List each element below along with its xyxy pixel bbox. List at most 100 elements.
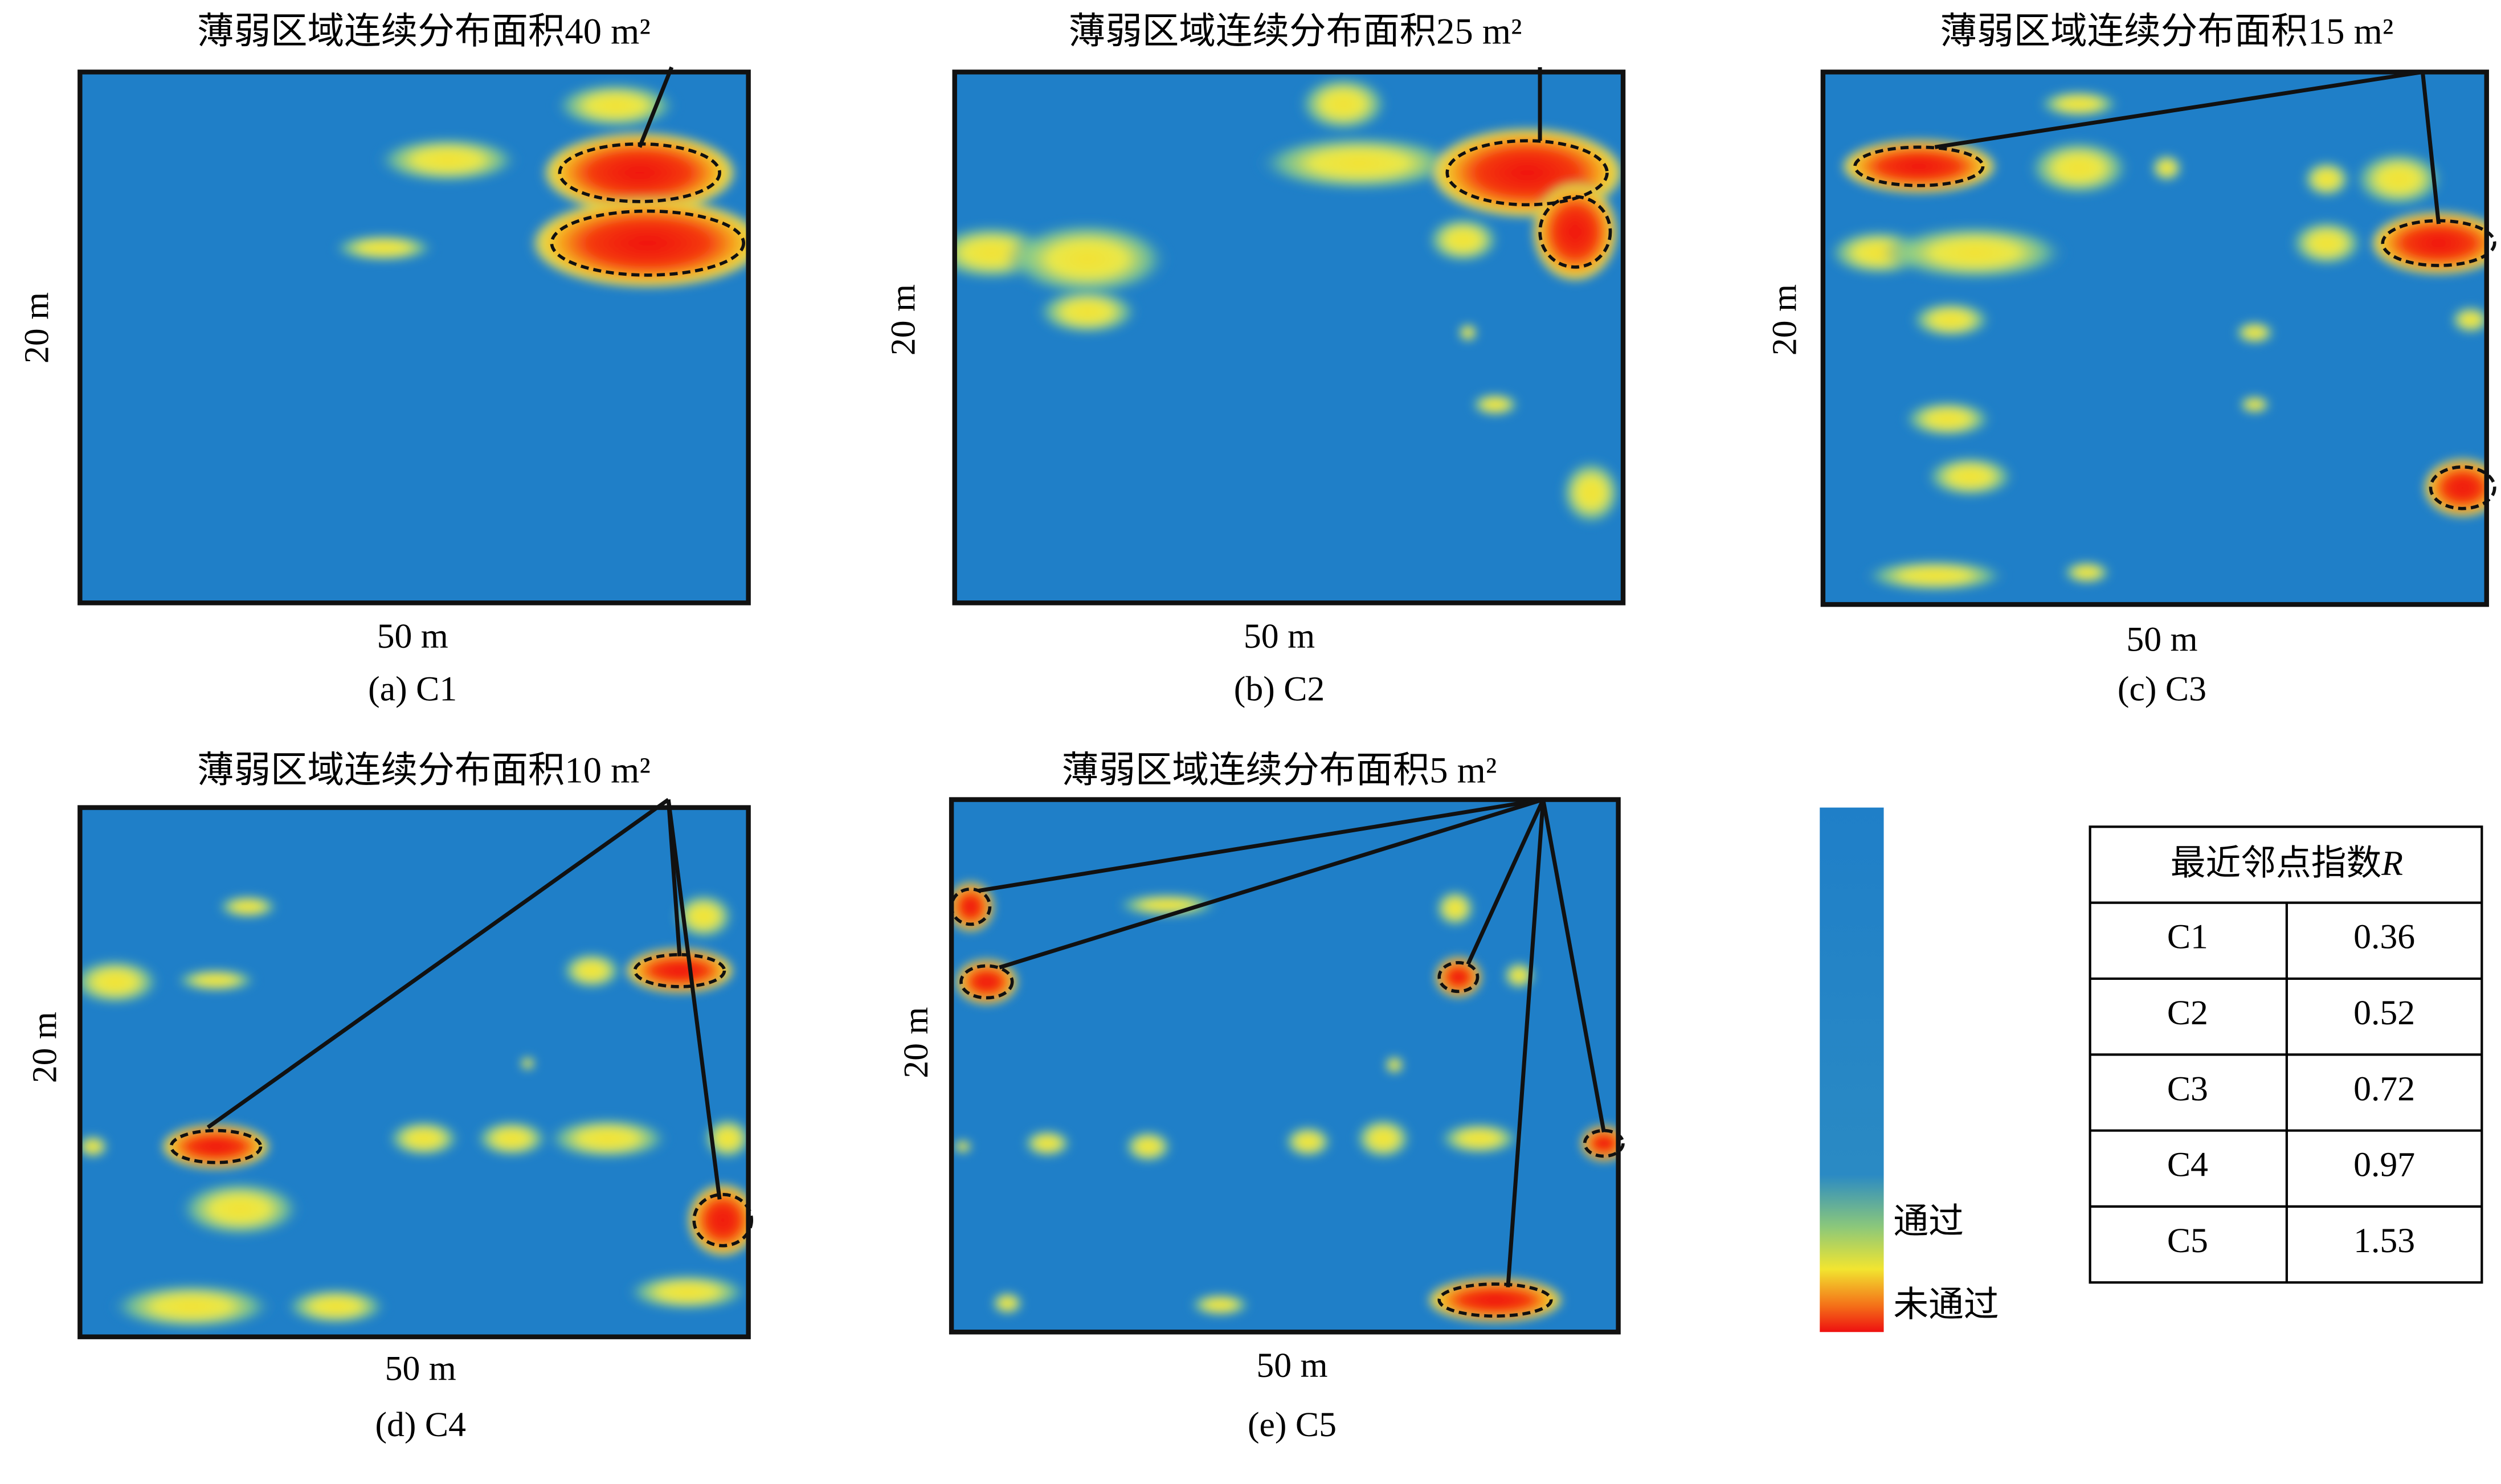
warm-spot — [2302, 160, 2352, 199]
warm-spot — [952, 1139, 974, 1154]
warm-spot — [1297, 75, 1390, 133]
caption: (a) C1 — [368, 670, 457, 709]
heatmap-frame — [1820, 70, 2489, 607]
y-label: 20 m — [25, 1012, 64, 1083]
warm-spot — [2037, 89, 2120, 118]
weak-outline — [1437, 961, 1480, 994]
heatmap-frame — [952, 70, 1626, 606]
warm-spot — [2450, 305, 2487, 334]
panel-title: 薄弱区域连续分布面积5 m² — [1062, 749, 1497, 790]
warm-spot — [1004, 220, 1171, 298]
caption: (e) C5 — [1248, 1405, 1337, 1444]
y-label: 20 m — [884, 284, 923, 355]
leader-line — [1934, 70, 2423, 149]
warm-spot — [545, 1117, 671, 1160]
warm-spot — [560, 951, 623, 990]
warm-spot — [1560, 459, 1623, 526]
weak-outline — [1538, 195, 1612, 269]
warm-spot — [1924, 455, 2016, 498]
x-label: 50 m — [2126, 620, 2197, 659]
warm-spot — [1902, 399, 1994, 439]
legend-fail: 未通过 — [1893, 1285, 1999, 1324]
warm-spot — [284, 1287, 388, 1326]
weak-outline — [1853, 145, 1985, 187]
colorbar — [1820, 807, 1884, 1332]
table-value: 1.53 — [2353, 1221, 2415, 1260]
warm-spot — [80, 1134, 109, 1159]
legend-pass: 通过 — [1893, 1202, 1964, 1241]
leader-line — [1466, 799, 1545, 966]
x-label: 50 m — [385, 1350, 456, 1388]
table — [2089, 825, 2483, 1284]
hotspots — [954, 75, 1624, 526]
warm-spot — [2289, 219, 2364, 267]
panel-title: 薄弱区域连续分布面积40 m² — [197, 11, 651, 52]
warm-spot — [1502, 961, 1536, 990]
caption: (b) C2 — [1234, 670, 1325, 709]
heatmap-panel — [1820, 70, 2496, 607]
heatmap-panel — [949, 797, 1625, 1335]
heatmap-panel — [77, 66, 751, 606]
warm-spot — [1425, 216, 1501, 264]
weak-spot — [160, 1123, 272, 1170]
leader-line — [1541, 799, 1606, 1133]
warm-spot — [1354, 1117, 1413, 1160]
heatmap-panel — [952, 67, 1626, 606]
table-value: 0.36 — [2353, 918, 2415, 956]
leader-line — [206, 798, 670, 1129]
warm-spot — [332, 233, 436, 263]
leader-line — [2420, 72, 2441, 224]
x-label: 50 m — [377, 617, 448, 656]
warm-spot — [216, 894, 279, 919]
heatmap-frame — [77, 70, 751, 606]
warm-spot — [1035, 288, 1139, 336]
warm-spot — [2238, 395, 2271, 415]
table-label: C1 — [2167, 918, 2208, 956]
table-header-var: R — [2381, 844, 2403, 883]
weak-outline — [692, 1193, 754, 1248]
warm-spot — [519, 1056, 536, 1071]
warm-spot — [553, 81, 679, 130]
y-label: 20 m — [1765, 284, 1804, 355]
warm-spot — [2026, 139, 2131, 197]
panel-title: 薄弱区域连续分布面积25 m² — [1069, 11, 1522, 52]
warm-spot — [625, 1273, 749, 1311]
caption: (c) C3 — [2118, 670, 2206, 709]
table-label: C4 — [2167, 1146, 2208, 1184]
x-label: 50 m — [1244, 617, 1315, 656]
warm-spot — [1384, 1055, 1405, 1075]
warm-spot — [1470, 393, 1521, 417]
weak-outline — [550, 209, 746, 277]
heatmap-frame — [77, 805, 751, 1339]
warm-spot — [174, 968, 258, 992]
heatmap-background — [951, 799, 1619, 1332]
warm-spot — [1123, 1130, 1174, 1164]
warm-spot — [1457, 323, 1478, 342]
warm-spot — [474, 1119, 549, 1158]
leader-line — [999, 798, 1544, 970]
warm-spot — [1115, 893, 1220, 917]
warm-spot — [991, 1291, 1024, 1315]
weak-outline — [169, 1129, 263, 1164]
weak-outline — [1437, 1282, 1553, 1318]
weak-outline — [2429, 465, 2496, 510]
table-label: C5 — [2167, 1221, 2208, 1260]
warm-spot — [1434, 889, 1476, 928]
warm-spot — [1909, 300, 1993, 340]
leader-line — [666, 799, 722, 1200]
warm-spot — [2234, 320, 2276, 345]
warm-spot — [2150, 153, 2184, 183]
table-value: 0.52 — [2353, 994, 2415, 1032]
leader-line — [978, 798, 1544, 893]
y-label: 20 m — [897, 1007, 935, 1078]
warm-spot — [375, 136, 521, 184]
warm-spot — [177, 1180, 303, 1238]
warm-spot — [1437, 1122, 1521, 1156]
panel-title: 薄弱区域连续分布面积15 m² — [1940, 11, 2393, 52]
y-label: 20 m — [17, 292, 56, 363]
warm-spot — [1862, 559, 2008, 593]
panel-title: 薄弱区域连续分布面积10 m² — [197, 749, 651, 790]
warm-spot — [1881, 224, 2069, 282]
